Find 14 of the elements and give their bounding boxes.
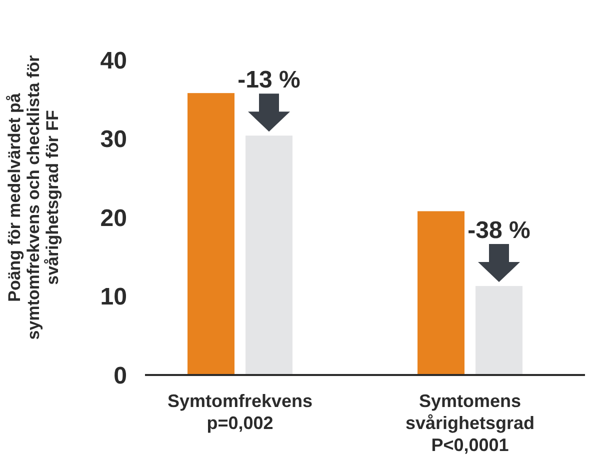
y-tick-label: 30 (100, 126, 127, 154)
y-tick-label: 0 (114, 362, 127, 390)
y-tick-label: 10 (100, 284, 127, 311)
y-tick-label: 20 (100, 204, 127, 232)
bar (188, 93, 234, 375)
bar (476, 286, 522, 375)
bar (418, 211, 464, 375)
y-tick-label: 40 (100, 47, 127, 74)
x-tick-label: Symtomens svårighetsgrad P<0,0001 (405, 391, 535, 455)
bar (246, 136, 292, 375)
x-tick-label: Symtomfrekvens p=0,002 (167, 391, 313, 433)
annotation: -38 % (468, 217, 530, 244)
annotation: -13 % (238, 66, 300, 94)
y-axis-title: Poäng för medelvärdet på symtomfrekvens och checklista för svårighetsgrad för FF (5, 54, 62, 340)
